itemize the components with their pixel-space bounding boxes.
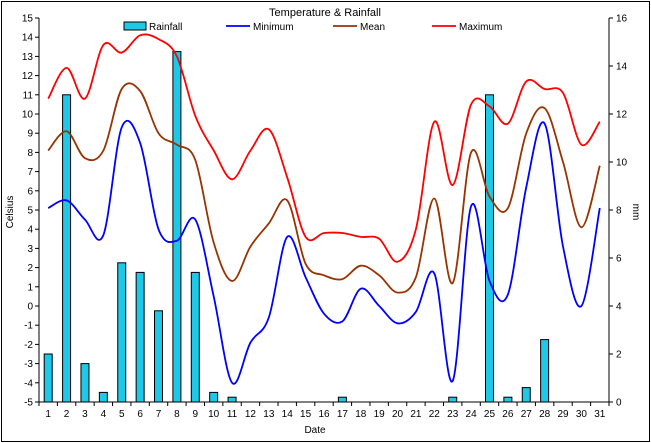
legend-label-maximum: Maximum <box>459 22 502 33</box>
x-tick-label: 31 <box>594 409 606 420</box>
y-left-tick-label: 10 <box>22 110 34 121</box>
y-left-tick-label: 14 <box>22 33 34 44</box>
y-axis-left-label: Celsius <box>5 196 16 229</box>
rainfall-bar <box>448 396 458 403</box>
x-tick-label: 10 <box>208 409 220 420</box>
y-right-tick-label: 10 <box>616 158 628 169</box>
y-left-tick-label: 2 <box>27 263 33 274</box>
rainfall-bar <box>80 363 90 403</box>
rainfall-bar <box>540 339 550 403</box>
x-tick-label: 12 <box>245 409 257 420</box>
rainfall-bars <box>43 51 550 403</box>
y-left-tick-label: 15 <box>22 14 34 25</box>
y-left-tick-label: 3 <box>27 244 33 255</box>
x-tick-label: 16 <box>318 409 330 420</box>
y-right-tick-label: 6 <box>616 254 622 265</box>
y-left-tick-label: 1 <box>27 282 33 293</box>
x-tick-label: 6 <box>137 409 143 420</box>
y-left-tick-label: 13 <box>22 52 34 63</box>
rainfall-bar <box>227 396 237 403</box>
rainfall-bar <box>135 271 145 403</box>
rainfall-bar <box>62 94 72 403</box>
x-tick-label: 9 <box>193 409 199 420</box>
x-axis-label: Date <box>304 425 326 436</box>
x-tick-label: 24 <box>466 409 478 420</box>
y-left-tick-label: 8 <box>27 148 33 159</box>
rainfall-bar <box>484 94 494 403</box>
y-left-tick-label: 7 <box>27 167 33 178</box>
y-left-tick-label: -4 <box>24 378 33 389</box>
rainfall-bar <box>98 391 108 403</box>
rainfall-bar <box>521 387 531 403</box>
rainfall-bar <box>117 262 127 403</box>
y-right-tick-label: 4 <box>616 302 622 313</box>
legend: Rainfall Minimum Mean Maximum <box>123 21 502 33</box>
rainfall-bar <box>209 391 219 403</box>
x-tick-label: 4 <box>101 409 107 420</box>
y-left-tick-label: -3 <box>24 359 33 370</box>
rainfall-bar <box>503 396 513 403</box>
y-left-tick-label: -1 <box>24 321 33 332</box>
y-left-tick-label: 11 <box>23 90 34 101</box>
x-tick-label: 7 <box>156 409 162 420</box>
x-tick-label: 15 <box>300 409 312 420</box>
y-left-tick-label: 5 <box>27 206 33 217</box>
rainfall-bar <box>172 51 182 403</box>
x-tick-label: 27 <box>521 409 533 420</box>
y-left-tick-label: 9 <box>27 129 33 140</box>
chart-title: Temperature & Rainfall <box>269 7 381 19</box>
x-tick-label: 14 <box>282 409 294 420</box>
y-right-tick-label: 16 <box>616 14 628 25</box>
y-right-tick-label: 12 <box>616 110 628 121</box>
rainfall-bar <box>337 396 347 403</box>
y-left-tick-label: -5 <box>24 398 33 409</box>
y-right-tick-label: 2 <box>616 350 622 361</box>
series-line-mean <box>47 82 601 294</box>
y-right-tick-label: 14 <box>616 62 628 73</box>
y-right-tick-label: 8 <box>616 206 622 217</box>
y-right-tick-label: 0 <box>616 398 622 409</box>
x-tick-label: 29 <box>557 409 569 420</box>
rainfall-bar <box>190 271 200 403</box>
legend-label-rainfall: Rainfall <box>149 22 182 33</box>
x-tick-label: 2 <box>64 409 70 420</box>
series-line-maximum <box>47 33 601 263</box>
series-line-minimum <box>47 120 601 385</box>
y-left-tick-label: 0 <box>27 302 33 313</box>
y-left-tick-label: 6 <box>27 186 33 197</box>
rainfall-bar <box>154 310 164 403</box>
x-tick-label: 28 <box>539 409 551 420</box>
y-left-tick-label: 12 <box>22 71 34 82</box>
axes: -5-4-3-2-1012345678910111213141502468101… <box>22 14 628 421</box>
x-tick-label: 1 <box>45 409 51 420</box>
y-axis-right-label: mm <box>630 204 641 221</box>
x-tick-label: 21 <box>410 409 422 420</box>
y-left-tick-label: -2 <box>24 340 33 351</box>
x-tick-label: 13 <box>263 409 275 420</box>
x-tick-label: 20 <box>392 409 404 420</box>
x-tick-label: 26 <box>502 409 514 420</box>
x-tick-label: 25 <box>484 409 496 420</box>
x-tick-label: 8 <box>174 409 180 420</box>
x-tick-label: 3 <box>82 409 88 420</box>
x-tick-label: 19 <box>374 409 386 420</box>
legend-label-mean: Mean <box>360 22 385 33</box>
x-tick-label: 11 <box>227 409 238 420</box>
x-tick-label: 5 <box>119 409 125 420</box>
legend-label-minimum: Minimum <box>253 22 294 33</box>
x-tick-label: 17 <box>337 409 349 420</box>
x-tick-label: 18 <box>355 409 367 420</box>
temperature-lines <box>47 33 601 385</box>
legend-swatch-rainfall <box>123 21 147 31</box>
x-tick-label: 30 <box>576 409 588 420</box>
y-left-tick-label: 4 <box>27 225 33 236</box>
x-tick-label: 22 <box>429 409 441 420</box>
rainfall-bar <box>43 353 53 403</box>
x-tick-label: 23 <box>447 409 459 420</box>
